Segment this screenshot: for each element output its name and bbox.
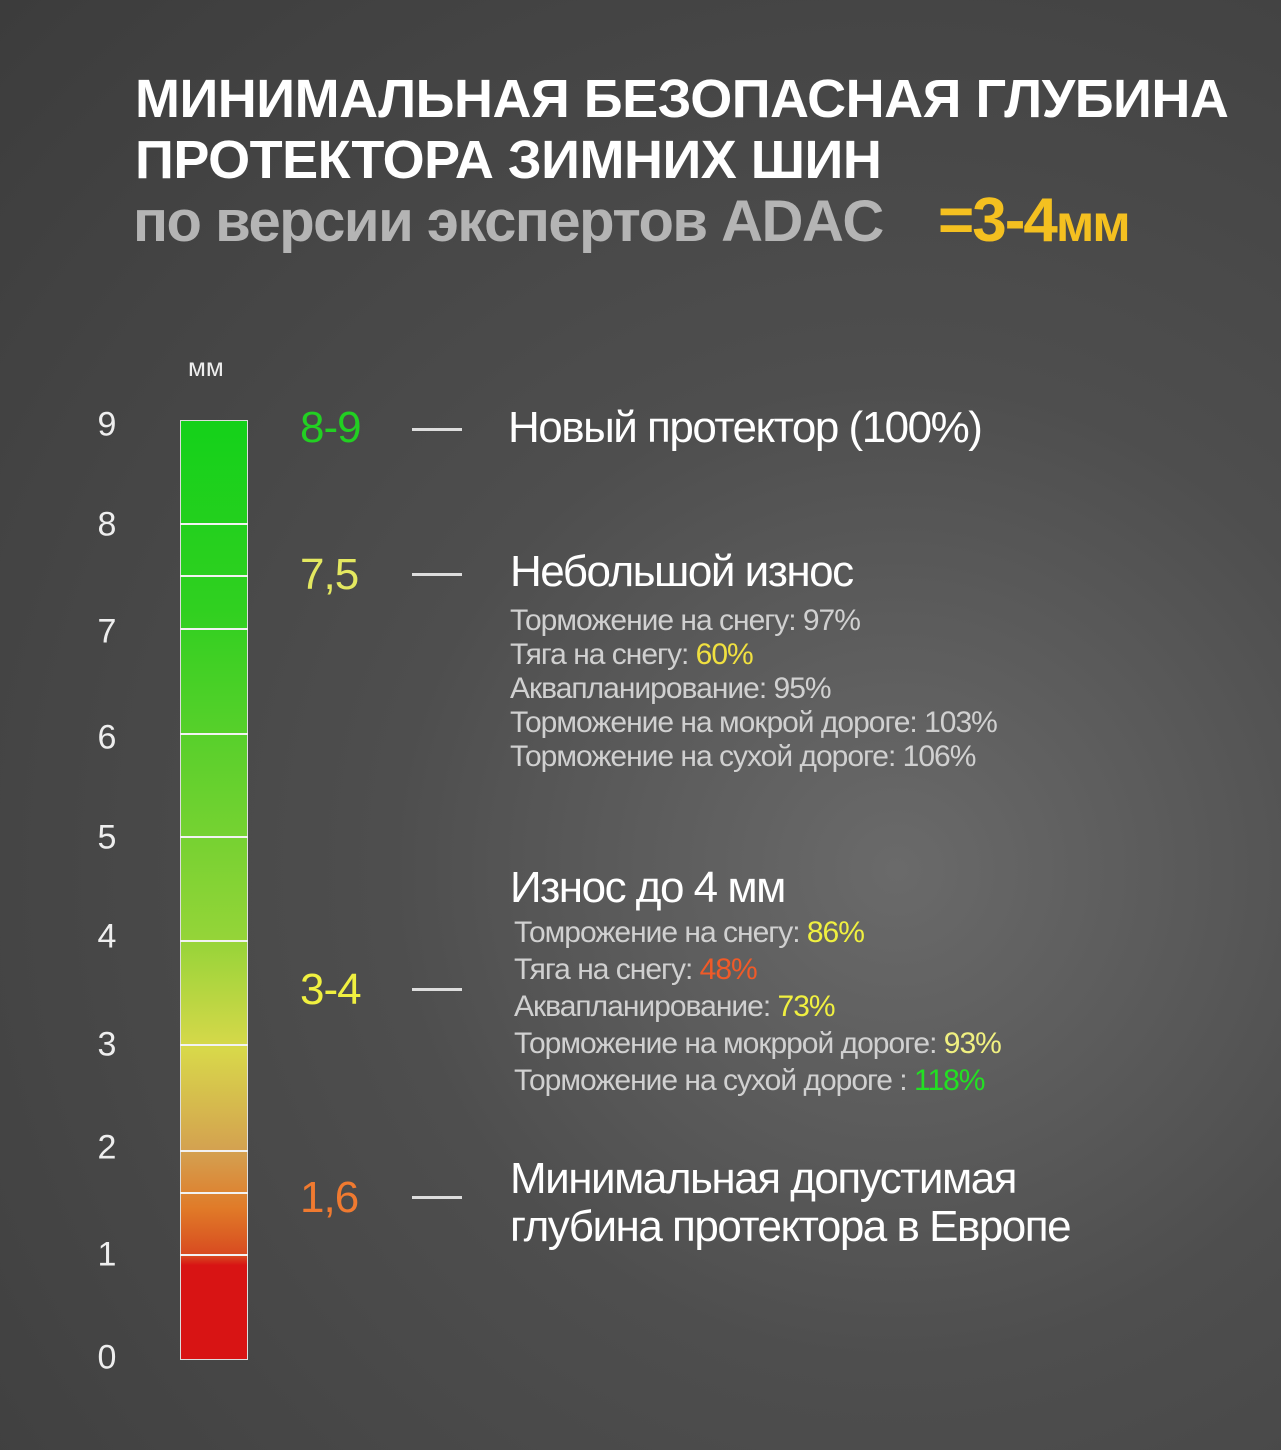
level-value-min: 1,6 [300,1173,359,1222]
stat-label: Торможение на сухой дороге : [514,1064,914,1097]
stat-row: Тяга на снегу: 60% [510,640,997,674]
stat-label: Торможение на мокрой дороге: [510,706,925,739]
stat-value: 86% [806,916,865,949]
scale-tick-label: 7 [97,612,117,651]
level-heading-min: Минимальная допустимая глубина протектора… [510,1154,1072,1252]
result-unit: мм [1055,195,1131,253]
result-number: 3-4 [972,186,1058,255]
stat-label: Торможение на снегу: [510,604,803,637]
level-heading-slight: Небольшой износ [510,547,854,596]
level-value-slight: 7,5 [300,550,359,599]
stat-row: Тяга на снегу: 48% [514,955,1001,992]
bar-segment-divider [180,836,248,838]
scale-tick-label: 2 [97,1128,117,1167]
level-dash [412,1196,462,1199]
subtitle: по версии экспертов ADAC [133,189,884,254]
stat-value: 106% [902,740,977,773]
stat-value: 48% [699,953,758,986]
stat-row: Торможение на сухой дороге: 106% [510,742,997,776]
tread-depth-bar [180,420,248,1360]
scale-tick-label: 6 [97,718,117,757]
equals-sign: = [938,186,974,255]
level-value-new: 8-9 [300,403,362,452]
level-heading-4mm: Износ до 4 мм [510,863,786,912]
scale-tick-label: 5 [97,818,117,857]
bar-segment-divider [180,628,248,630]
bar-segment-divider [180,1044,248,1046]
scale-tick-label: 9 [97,405,117,444]
stat-row: Аквапланирование: 73% [514,992,1001,1029]
level-value-4mm: 3-4 [300,965,362,1014]
stat-label: Томрожение на снегу: [514,916,807,949]
stat-label: Аквапланирование: [510,672,774,705]
bar-segment-divider [180,733,248,735]
bar-segment-divider [180,1150,248,1152]
stat-value: 118% [913,1064,986,1097]
stat-label: Торможение на мокррой дороге: [514,1027,944,1060]
stat-row: Аквапланирование: 95% [510,674,997,708]
stats-slight: Торможение на снегу: 97% Тяга на снегу: 6… [510,606,998,776]
stat-row: Торможение на мокрой дороге: 103% [510,706,998,742]
heading-line-2: глубина протектора в Европе [510,1202,1072,1252]
level-dash [412,988,462,991]
stat-value: 95% [773,672,832,705]
scale-tick-label: 3 [97,1025,117,1064]
stat-label: Тяга на снегу: [510,638,696,671]
title-line-2: ПРОТЕКТОРА ЗИМНИХ ШИН [135,130,882,190]
heading-line-1: Минимальная допустимая [510,1154,1018,1203]
stat-value: 103% [924,706,998,739]
level-dash [412,573,462,576]
stat-value: 93% [943,1027,1002,1060]
bar-segment-divider [180,1254,248,1256]
stat-label: Торможение на сухой дороге: [510,740,903,773]
stat-value: 60% [695,638,754,671]
stat-row: Торможение на снегу: 97% [510,606,997,640]
scale-tick-label: 0 [97,1338,117,1377]
stat-row: Томрожение на снегу: 86% [514,918,1001,955]
bar-segment-divider [180,940,248,942]
level-dash [412,428,462,431]
bar-segment-divider [180,523,248,525]
stat-value: 97% [802,604,861,637]
stat-label: Тяга на снегу: [514,953,700,986]
title-line-1: МИНИМАЛЬНАЯ БЕЗОПАСНАЯ ГЛУБИНА [135,69,1229,129]
stats-4mm: Томрожение на снегу: 86% Тяга на снегу: 4… [514,918,1002,1103]
stat-value: 73% [777,990,836,1023]
level-heading-new: Новый протектор (100%) [508,403,983,452]
bar-segment-divider [180,575,248,577]
scale-tick-label: 4 [97,917,117,956]
scale-tick-label: 1 [97,1235,117,1274]
stat-row: Торможение на мокррой дороге: 93% [514,1027,1002,1066]
bar-segment-divider [180,1192,248,1194]
stat-row: Торможение на сухой дороге : 118% [514,1066,1001,1103]
result-value: =3-4мм [938,190,1131,253]
scale-unit: мм [188,352,224,382]
stat-label: Аквапланирование: [514,990,778,1023]
scale-tick-label: 8 [97,505,117,544]
